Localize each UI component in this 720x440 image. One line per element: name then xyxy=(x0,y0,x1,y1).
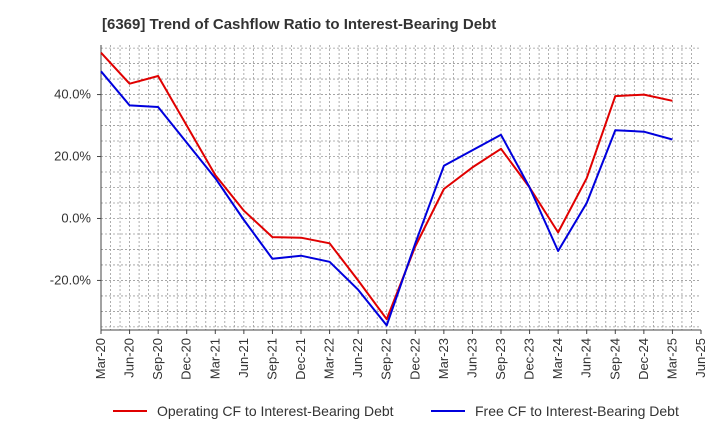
x-tick-label: Jun-24 xyxy=(579,338,594,378)
y-tick-label: 40.0% xyxy=(54,87,91,102)
x-tick-label: Dec-23 xyxy=(522,338,537,380)
legend-label-free-cf: Free CF to Interest-Bearing Debt xyxy=(475,403,679,419)
x-tick-labels: Mar-20 Jun-20 Sep-20 Dec-20 Mar-21 Jun-21 Sep-… xyxy=(93,338,708,380)
y-tick-labels: -20.0% 0.0% 20.0% 40.0% xyxy=(50,87,92,288)
x-tick-label: Mar-24 xyxy=(550,338,565,379)
x-tick-label: Mar-20 xyxy=(93,338,108,379)
legend-item-operating-cf: Operating CF to Interest-Bearing Debt xyxy=(113,403,394,419)
y-tick-label: 20.0% xyxy=(54,149,91,164)
x-tick-label: Mar-23 xyxy=(436,338,451,379)
x-tick-label: Mar-21 xyxy=(207,338,222,379)
y-tick-label: -20.0% xyxy=(50,272,92,287)
x-tick-label: Sep-23 xyxy=(493,338,508,380)
x-tick-label: Dec-22 xyxy=(407,338,422,380)
x-tick-label: Jun-20 xyxy=(122,338,137,378)
axes xyxy=(97,45,702,334)
chart-title: [6369] Trend of Cashflow Ratio to Intere… xyxy=(102,16,497,33)
legend-swatch-operating-cf xyxy=(113,410,147,412)
legend-swatch-free-cf xyxy=(431,410,465,412)
x-tick-label: Sep-24 xyxy=(607,338,622,380)
grid-lines xyxy=(101,45,701,330)
legend-item-free-cf: Free CF to Interest-Bearing Debt xyxy=(431,403,679,419)
x-tick-label: Jun-22 xyxy=(350,338,365,378)
x-tick-label: Dec-21 xyxy=(293,338,308,380)
x-tick-label: Sep-20 xyxy=(150,338,165,380)
legend-label-operating-cf: Operating CF to Interest-Bearing Debt xyxy=(157,403,394,419)
x-tick-label: Jun-21 xyxy=(236,338,251,378)
series-line-free-cf xyxy=(100,70,673,327)
x-tick-label: Jun-25 xyxy=(693,338,708,378)
x-tick-label: Mar-22 xyxy=(322,338,337,379)
x-tick-label: Jun-23 xyxy=(464,338,479,378)
x-tick-label: Sep-22 xyxy=(379,338,394,380)
x-tick-label: Mar-25 xyxy=(664,338,679,379)
x-tick-label: Dec-24 xyxy=(636,338,651,380)
series-lines xyxy=(100,52,673,327)
x-tick-label: Sep-21 xyxy=(264,338,279,380)
x-tick-label: Dec-20 xyxy=(179,338,194,380)
series-line-operating-cf xyxy=(100,52,673,321)
y-tick-label: 0.0% xyxy=(61,210,91,225)
